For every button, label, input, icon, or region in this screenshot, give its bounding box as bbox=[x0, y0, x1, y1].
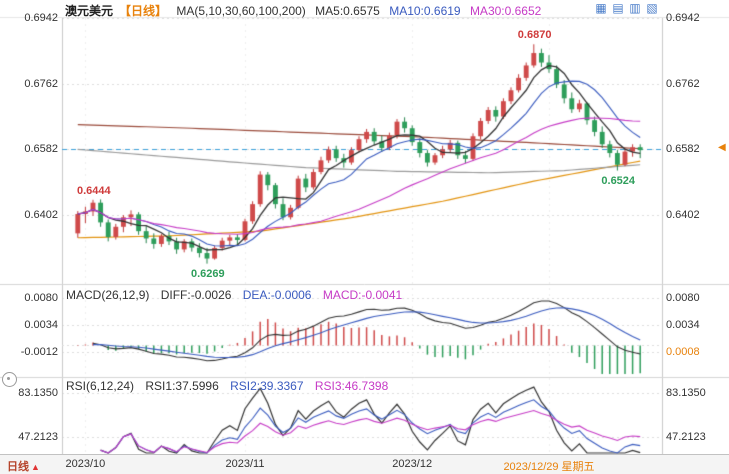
ma-settings-label: MA(5,10,30,60,100,200) bbox=[176, 4, 306, 18]
rsi2-value: RSI2:39.3367 bbox=[230, 379, 304, 393]
rsi-header: RSI(6,12,24) RSI1:37.5996 RSI2:39.3367 R… bbox=[66, 379, 396, 393]
dot-icon bbox=[7, 377, 10, 380]
rsi-axis-label-left: 83.1350 bbox=[18, 387, 58, 400]
macd-dea-value: DEA:-0.0006 bbox=[242, 288, 312, 302]
x-axis-bar: 日线 ▲ 2023/10 2023/11 2023/12 2023/12/29 星期五 bbox=[0, 454, 729, 474]
rsi-settings-label: RSI(6,12,24) bbox=[66, 379, 135, 393]
rsi-axis-label-right: 83.1350 bbox=[666, 387, 706, 400]
period-label: 日线 bbox=[7, 461, 29, 473]
macd-axis-label-right: 0.0034 bbox=[666, 319, 700, 332]
price-annotation: 0.6269 bbox=[191, 267, 225, 280]
rsi3-value: RSI3:46.7398 bbox=[314, 379, 389, 393]
macd-current-value-label: 0.0008 bbox=[666, 346, 700, 359]
price-annotation: 0.6524 bbox=[601, 174, 636, 187]
grid-layout-icon[interactable]: ▦ bbox=[595, 1, 607, 15]
y-axis-label-left: 0.6402 bbox=[24, 209, 58, 222]
price-annotation: 0.6870 bbox=[517, 29, 552, 42]
indicator-settings-icon[interactable] bbox=[2, 372, 17, 387]
macd-axis-label-left: 0.0080 bbox=[24, 291, 58, 304]
ma5-value: MA5:0.6575 bbox=[315, 4, 380, 18]
current-price-marker-icon: ◀ bbox=[718, 142, 726, 154]
y-axis-label-right: 0.6762 bbox=[666, 77, 700, 90]
macd-axis-label-left: -0.0012 bbox=[20, 346, 58, 359]
indicator-panel-icon[interactable]: ▥ bbox=[629, 1, 641, 15]
ma30-value: MA30:0.6652 bbox=[469, 4, 542, 18]
rsi-axis-label-left: 47.2123 bbox=[18, 430, 58, 443]
symbol-name: 澳元美元 bbox=[65, 4, 114, 18]
period-tag: 【日线】 bbox=[119, 4, 168, 18]
y-axis-label-left: 0.6582 bbox=[24, 143, 58, 156]
ma10-value: MA10:0.6619 bbox=[389, 4, 461, 18]
y-axis-label-right: 0.6582 bbox=[666, 143, 700, 156]
y-axis-label-right: 0.6942 bbox=[666, 12, 700, 24]
x-axis-label: 2023/10 bbox=[65, 458, 106, 470]
x-axis-label: 2023/12/29 星期五 bbox=[503, 461, 595, 473]
macd-bar-value: MACD:-0.0041 bbox=[322, 288, 403, 302]
macd-settings-label: MACD(26,12,9) bbox=[66, 288, 150, 302]
macd-header: MACD(26,12,9) DIFF:-0.0026 DEA:-0.0006 M… bbox=[66, 288, 410, 302]
price-annotation: 0.6444 bbox=[77, 184, 111, 197]
fullscreen-icon[interactable]: ▧ bbox=[646, 1, 658, 15]
macd-axis-label-right: 0.0080 bbox=[666, 291, 700, 304]
main-chart-header: 澳元美元 【日线】 MA(5,10,30,60,100,200) MA5:0.65… bbox=[65, 2, 547, 19]
y-axis-label-left: 0.6942 bbox=[24, 12, 58, 24]
period-selector[interactable]: 日线 ▲ bbox=[7, 458, 40, 474]
rsi1-value: RSI1:37.5996 bbox=[145, 379, 219, 393]
y-axis-label-right: 0.6402 bbox=[666, 209, 700, 222]
rsi-axis-label-right: 47.2123 bbox=[666, 430, 706, 443]
x-axis-label: 2023/11 bbox=[225, 458, 265, 470]
kline-style-icon[interactable]: ▤ bbox=[612, 1, 624, 15]
x-axis-ticks: 2023/10 2023/11 2023/12 2023/12/29 星期五 bbox=[0, 455, 729, 474]
period-arrow-icon: ▲ bbox=[31, 462, 40, 472]
chart-toolbar: ▦ ▤ ▥ ▧ bbox=[594, 1, 659, 15]
y-axis-label-left: 0.6762 bbox=[24, 77, 58, 90]
macd-diff-value: DIFF:-0.0026 bbox=[160, 288, 232, 302]
x-axis-label: 2023/12 bbox=[392, 458, 433, 470]
macd-axis-label-left: 0.0034 bbox=[24, 319, 58, 332]
